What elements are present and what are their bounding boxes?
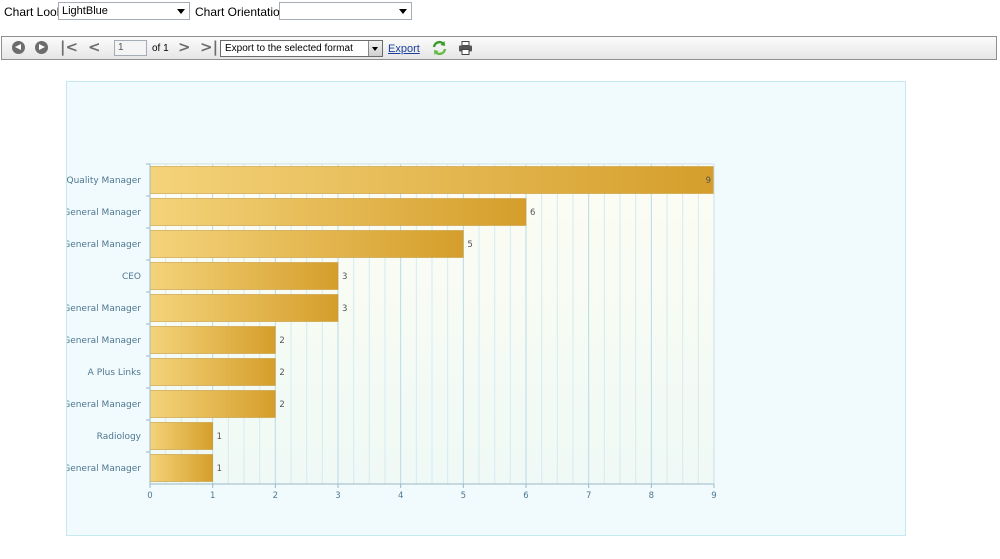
export-format-value: Export to the selected format (225, 43, 353, 54)
chart-options-bar: Chart Look LightBlue Chart Orientation (0, 0, 1000, 24)
x-tick-label: 9 (711, 491, 716, 501)
bar (149, 198, 527, 226)
x-tick-label: 7 (586, 491, 591, 501)
category-label: General Manager (66, 240, 141, 250)
x-tick-label: 6 (523, 491, 528, 501)
bar-chart: 9 6 5 3 3 2 2 2 1 1 Quality Manager General Manage… (66, 163, 717, 501)
data-label: 3 (342, 272, 347, 282)
report-toolbar: |< < 1 of 1 > >| Export to the selected … (1, 36, 997, 60)
next-page-icon[interactable]: > (178, 38, 191, 56)
data-label: 5 (467, 240, 472, 250)
x-tick-label: 0 (147, 491, 152, 501)
chevron-down-icon (177, 9, 185, 14)
category-label: General Manager (66, 464, 141, 474)
last-page-icon[interactable]: >| (200, 38, 219, 56)
chart-look-select[interactable]: LightBlue (58, 2, 190, 20)
x-tick-label: 1 (210, 491, 215, 501)
bar (149, 358, 276, 386)
page-number-input[interactable]: 1 (114, 40, 147, 56)
category-label: Quality Manager (67, 176, 142, 186)
bar (149, 390, 276, 418)
data-label: 6 (530, 208, 535, 218)
export-link[interactable]: Export (388, 43, 420, 55)
bar (149, 294, 339, 322)
data-label: 1 (217, 464, 222, 474)
x-tick-label: 8 (649, 491, 654, 501)
bar (149, 326, 276, 354)
chevron-down-icon (399, 9, 407, 14)
chevron-down-icon (368, 41, 382, 56)
bar (149, 166, 715, 194)
chart-look-value: LightBlue (62, 5, 108, 17)
category-label: CEO (122, 272, 141, 282)
category-label: General Manager (66, 336, 141, 346)
data-label: 9 (706, 176, 711, 186)
export-format-select[interactable]: Export to the selected format (220, 40, 383, 57)
category-label: Radiology (97, 432, 142, 442)
bar (149, 454, 213, 482)
x-tick-label: 2 (273, 491, 278, 501)
category-label: General Manager (66, 400, 141, 410)
x-tick-label: 3 (335, 491, 340, 501)
forward-icon[interactable] (35, 41, 48, 54)
bar (149, 230, 464, 258)
refresh-icon[interactable] (432, 40, 447, 56)
data-label: 1 (217, 432, 222, 442)
x-tick-label: 5 (461, 491, 466, 501)
chart-orientation-select[interactable] (279, 2, 412, 20)
chart-orientation-label: Chart Orientation (195, 5, 287, 19)
bar (149, 422, 213, 450)
category-label: General Manager (66, 208, 141, 218)
chart-container: 9 6 5 3 3 2 2 2 1 1 Quality Manager General Manage… (66, 81, 906, 536)
category-label: General Manager (66, 304, 141, 314)
bar (149, 262, 339, 290)
page-count: of 1 (152, 43, 169, 54)
data-label: 2 (279, 368, 284, 378)
x-tick-label: 4 (398, 491, 403, 501)
data-label: 3 (342, 304, 347, 314)
data-label: 2 (279, 400, 284, 410)
category-label: A Plus Links (88, 368, 142, 378)
print-icon[interactable] (458, 40, 473, 56)
first-page-icon[interactable]: |< (60, 38, 79, 56)
data-label: 2 (279, 336, 284, 346)
back-icon[interactable] (12, 41, 25, 54)
previous-page-icon[interactable]: < (88, 38, 101, 56)
chart-look-label: Chart Look (4, 5, 63, 19)
